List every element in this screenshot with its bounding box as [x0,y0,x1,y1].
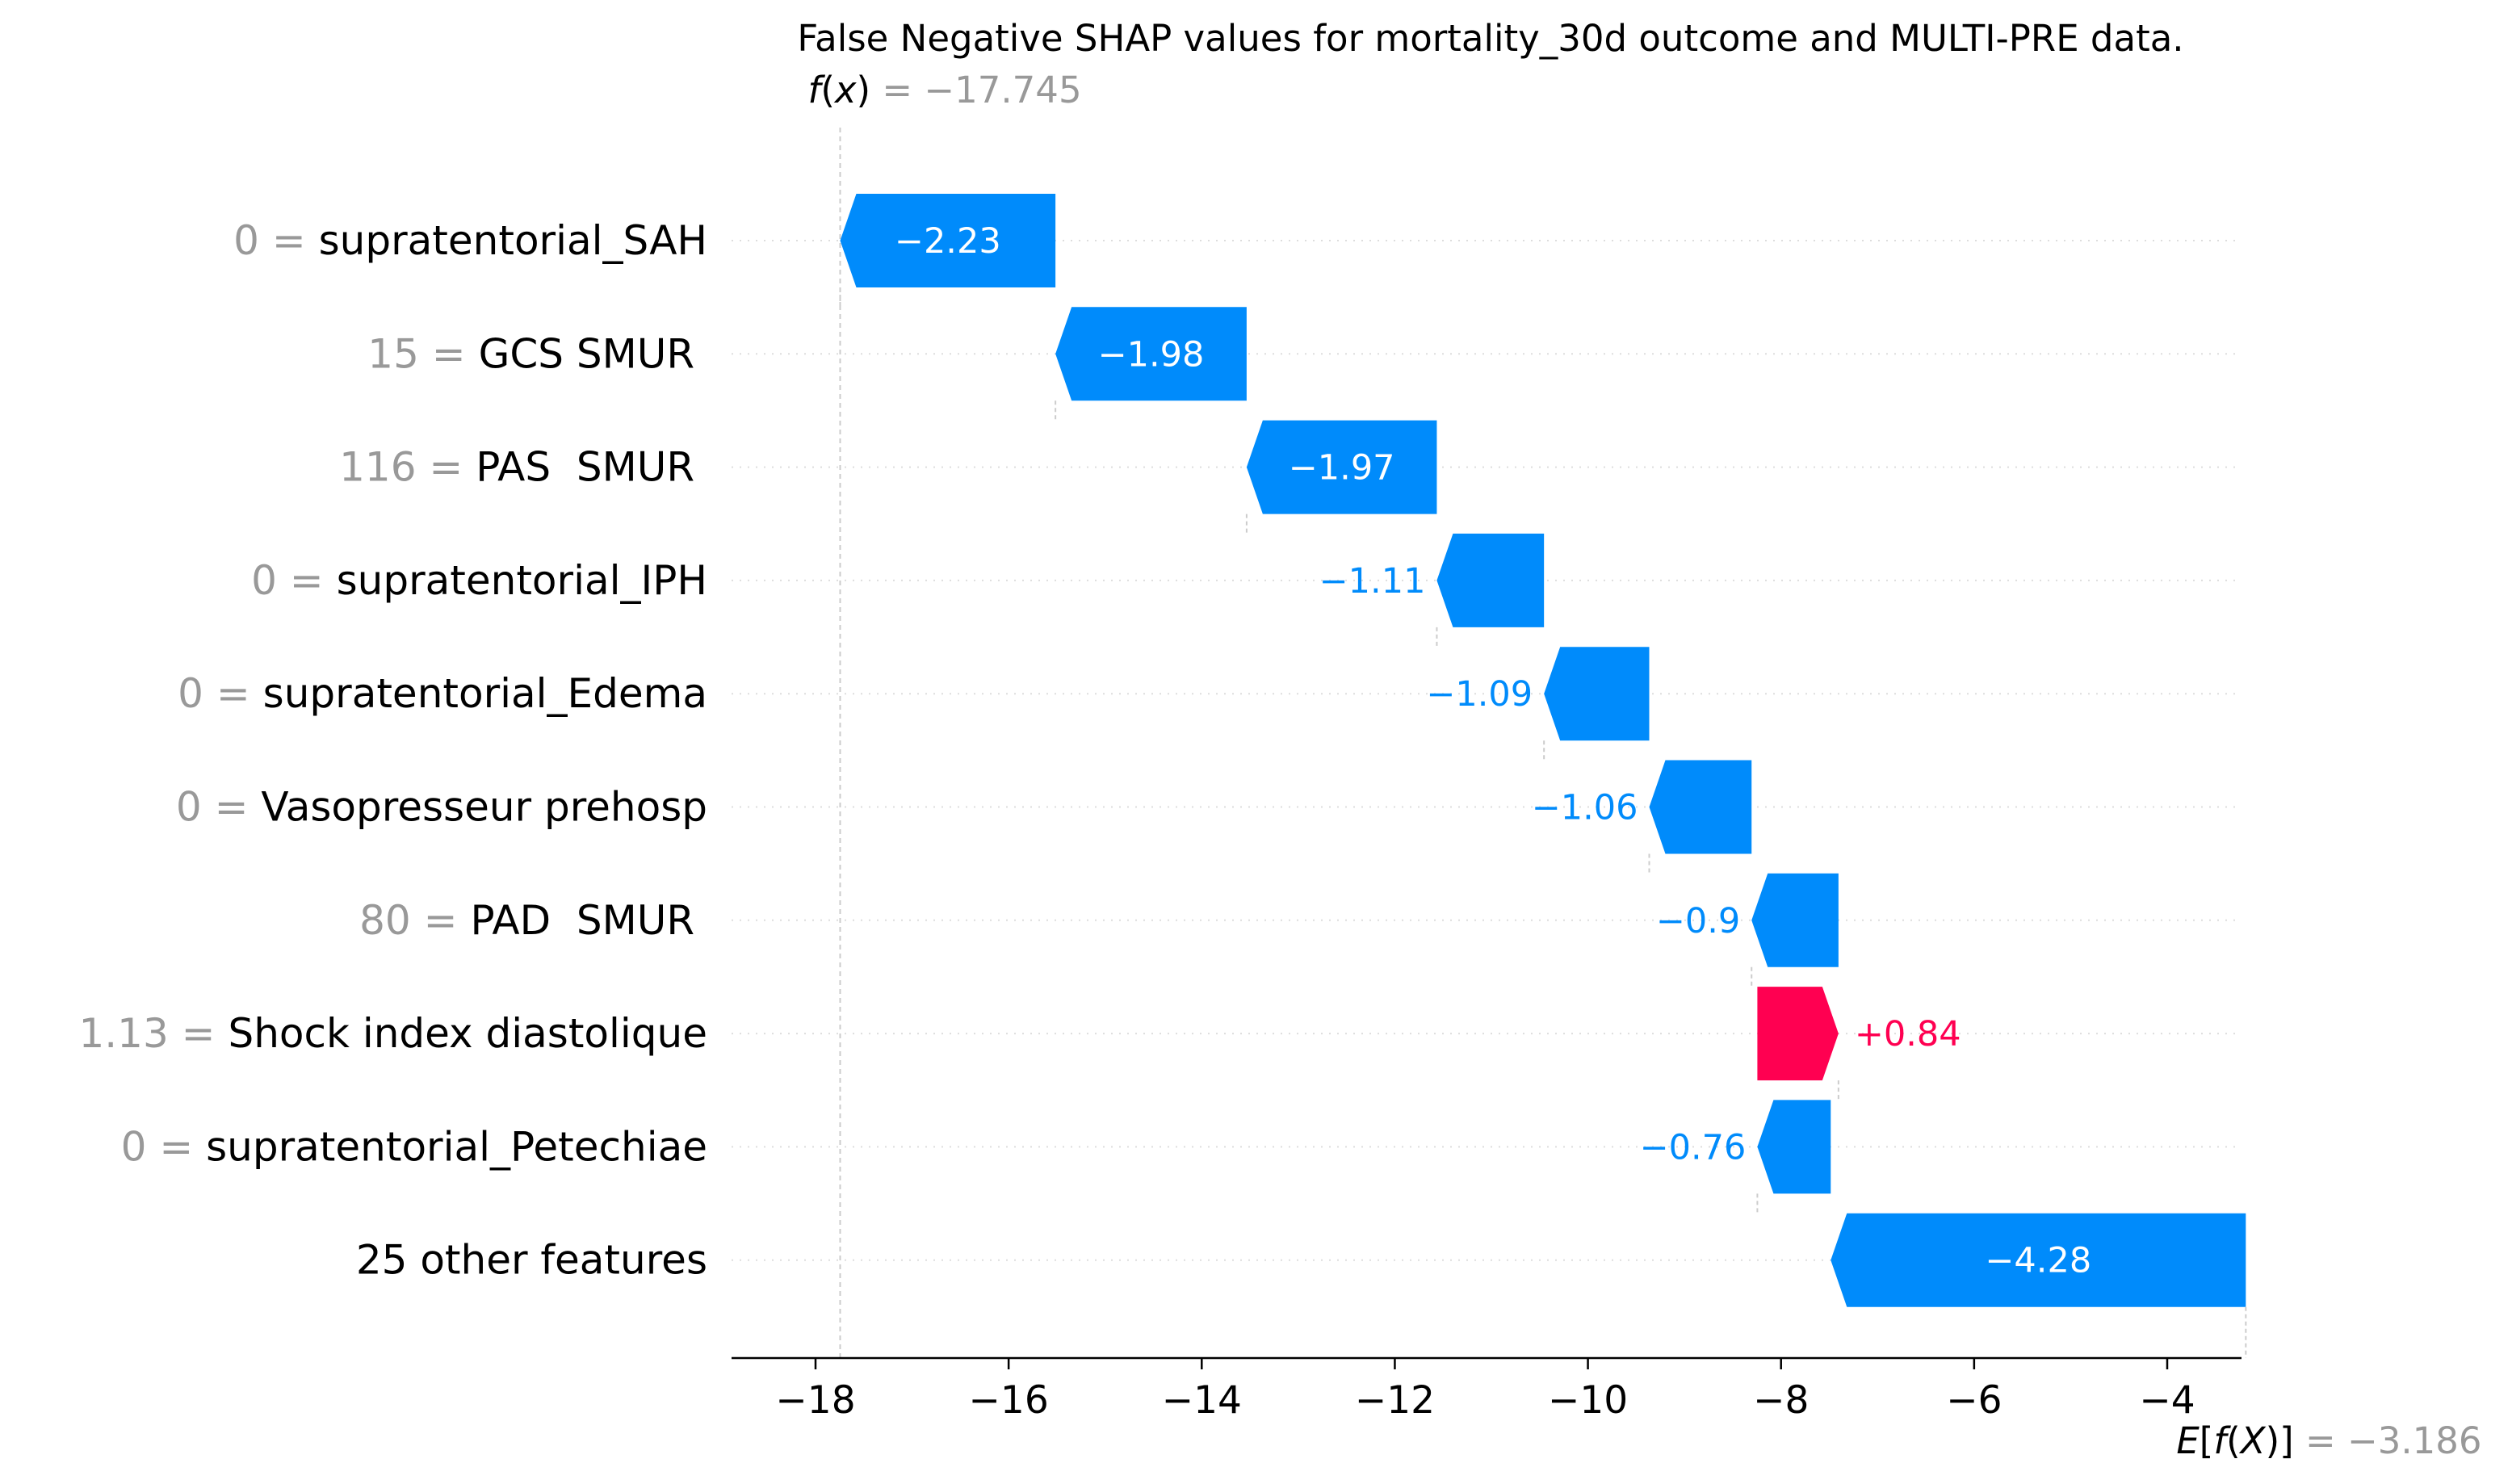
x-tick-label: −10 [1548,1378,1628,1423]
waterfall-bar [1757,1100,1831,1194]
feature-name: PAD SMUR [470,897,707,944]
feature-label: 116 = PAS SMUR [339,444,707,491]
waterfall-bar [840,194,1056,287]
feature-name: 25 other features [356,1237,707,1284]
feature-value: 0 = [178,670,263,717]
waterfall-bar [1436,533,1545,627]
feature-label: 0 = Vasopresseur prehosp [176,784,707,831]
waterfall-bar [1544,647,1650,741]
bar-value-label: −1.09 [1426,674,1533,715]
x-tick-label: −6 [1946,1378,2002,1423]
bar-value-label: −2.23 [895,221,1001,262]
feature-label: 0 = supratentorial_Petechiae [121,1123,707,1170]
feature-label: 0 = supratentorial_IPH [251,557,707,604]
feature-value: 0 = [121,1123,207,1170]
feature-name: supratentorial_IPH [337,557,707,604]
feature-name: supratentorial_SAH [319,217,707,264]
feature-label: 1.13 = Shock index diastolique [78,1010,707,1057]
feature-name: Vasopresseur prehosp [261,784,707,831]
feature-name: GCS SMUR [479,330,707,377]
fx-annotation: f(x) = −17.745 [807,69,1081,111]
bar-value-label: −1.98 [1098,334,1205,375]
x-tick-label: −12 [1355,1378,1435,1423]
x-tick-label: −18 [775,1378,855,1423]
bar-value-label: +0.84 [1855,1014,1961,1054]
x-axis: −18 −16 −14 −12 −10 −8 −6 −4 [732,1356,2242,1423]
x-tick-label: −4 [2139,1378,2195,1423]
bar-value-label: −0.76 [1640,1127,1747,1167]
grid-lines [732,128,2242,1358]
x-tick-label: −16 [969,1378,1049,1423]
feature-label: 80 = PAD SMUR [359,897,707,944]
chart-title: False Negative SHAP values for mortality… [797,17,2183,60]
bar-value-label: −0.9 [1656,901,1740,941]
feature-value: 116 = [339,444,476,491]
feature-value: 80 = [359,897,470,944]
feature-value: 0 = [176,784,262,831]
feature-label: 15 = GCS SMUR [367,330,707,377]
waterfall-bar [1831,1213,2246,1307]
feature-name: Shock index diastolique [228,1010,707,1057]
waterfall-bar [1751,873,1839,967]
waterfall-bar [1649,760,1752,854]
expected-value-annotation: E[f(X)] = −3.186 [2176,1419,2481,1462]
bar-value-label: −4.28 [1985,1241,2091,1281]
waterfall-bar [1246,420,1437,514]
feature-label: 25 other features [356,1237,707,1284]
feature-value: 1.13 = [78,1010,228,1057]
feature-value: 0 = [251,557,337,604]
bar-value-label: −1.11 [1319,561,1426,602]
x-tick-label: −14 [1162,1378,1242,1423]
feature-name: PAS SMUR [476,444,707,491]
bar-value-label: −1.06 [1532,788,1638,828]
x-tick-label: −8 [1753,1378,1809,1423]
bar-value-label: −1.97 [1289,448,1395,488]
feature-label: 0 = supratentorial_SAH [233,217,707,264]
waterfall-bars: −2.23 −1.98 −1.97 −1.11 −1.09 −1.06 −0.9 +0.84 −… [839,194,2247,1358]
feature-value: 15 = [367,330,478,377]
feature-labels: 0 = supratentorial_SAH 15 = GCS SMUR 116 … [78,217,707,1284]
waterfall-bar [1055,307,1247,401]
feature-name: supratentorial_Petechiae [206,1123,707,1170]
feature-value: 0 = [233,217,319,264]
waterfall-bar [1757,987,1839,1081]
feature-label: 0 = supratentorial_Edema [178,670,707,717]
feature-name: supratentorial_Edema [263,670,707,717]
